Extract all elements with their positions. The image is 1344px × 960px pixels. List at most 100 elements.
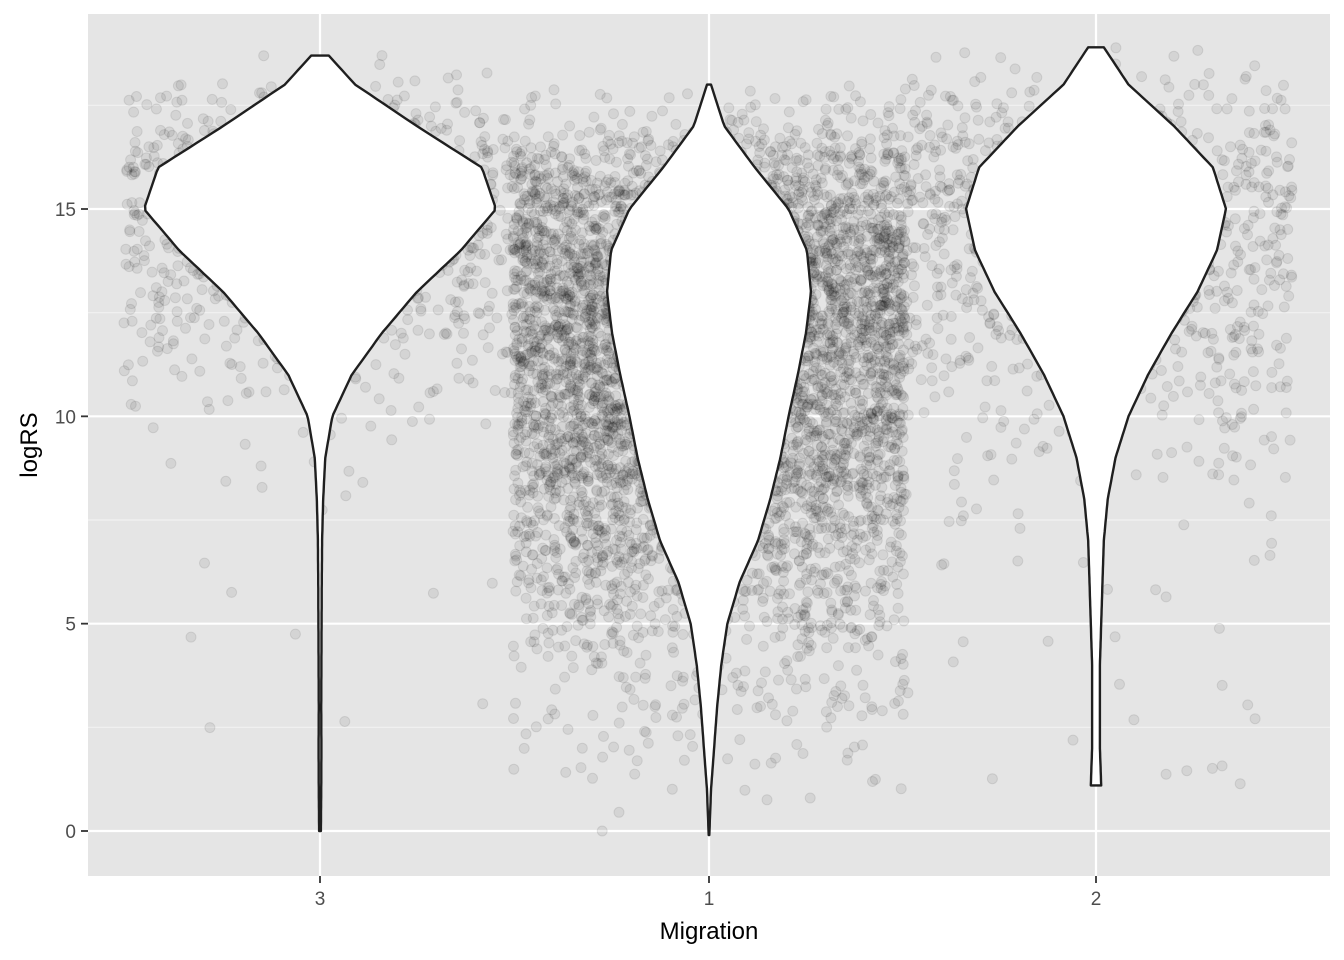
data-point: [124, 303, 136, 315]
data-point: [797, 172, 809, 184]
data-point: [547, 433, 559, 445]
data-point: [177, 130, 189, 142]
data-point: [220, 475, 232, 487]
data-point: [489, 385, 501, 396]
data-point: [513, 333, 525, 345]
data-point: [509, 369, 521, 381]
data-point: [850, 604, 862, 616]
data-point: [502, 135, 514, 147]
data-point: [594, 124, 606, 136]
data-point: [504, 244, 516, 256]
data-point: [869, 266, 881, 278]
data-point: [838, 407, 850, 419]
data-point: [386, 434, 398, 446]
data-point: [176, 370, 188, 382]
data-point: [791, 166, 803, 178]
data-point: [881, 129, 893, 141]
data-point: [406, 416, 418, 427]
data-point: [412, 324, 424, 336]
data-point: [630, 671, 642, 683]
data-point: [639, 150, 651, 162]
data-point: [146, 266, 158, 278]
data-point: [831, 486, 843, 498]
data-point: [158, 267, 170, 279]
data-point: [609, 177, 621, 188]
data-point: [435, 122, 447, 134]
data-point: [569, 476, 581, 488]
data-point: [861, 446, 873, 458]
data-point: [838, 372, 850, 384]
data-point: [645, 610, 657, 622]
data-point: [477, 227, 489, 239]
data-point: [542, 713, 554, 725]
data-point: [865, 152, 877, 164]
data-point: [808, 491, 820, 503]
data-point: [482, 305, 494, 317]
data-point: [256, 87, 268, 99]
data-point: [229, 332, 241, 344]
data-point: [859, 692, 871, 704]
data-point: [731, 704, 743, 715]
data-point: [504, 169, 516, 181]
data-point: [486, 287, 498, 299]
data-point: [524, 114, 536, 126]
data-point: [412, 114, 424, 126]
data-point: [151, 139, 163, 151]
data-point: [782, 560, 793, 572]
data-point: [564, 216, 575, 227]
data-point: [397, 332, 409, 344]
data-point: [496, 254, 507, 266]
data-point: [485, 222, 497, 234]
data-point: [541, 276, 553, 288]
data-point: [854, 482, 866, 494]
data-point: [191, 302, 203, 314]
data-point: [129, 166, 141, 178]
data-point: [589, 320, 601, 331]
data-point: [590, 184, 602, 195]
data-point: [856, 168, 868, 180]
data-point: [520, 435, 532, 447]
data-point: [564, 120, 576, 132]
data-point: [510, 697, 521, 709]
data-point: [671, 711, 682, 723]
data-point: [154, 313, 166, 325]
data-point: [538, 324, 550, 336]
data-point: [128, 245, 140, 257]
data-point: [895, 529, 907, 541]
data-point: [769, 564, 781, 576]
data-point: [360, 381, 371, 393]
data-point: [343, 465, 355, 477]
data-point: [848, 741, 860, 753]
data-point: [539, 191, 551, 203]
data-point: [136, 327, 148, 339]
data-point: [640, 569, 652, 581]
data-point: [861, 479, 873, 491]
data-point: [823, 351, 835, 363]
data-point: [256, 481, 268, 493]
data-point: [412, 292, 424, 304]
data-point: [770, 752, 782, 764]
data-point: [548, 347, 559, 359]
data-point: [853, 235, 865, 247]
data-point: [487, 169, 499, 181]
data-point: [220, 340, 232, 352]
data-point: [540, 322, 552, 334]
data-point: [231, 324, 243, 336]
data-point: [867, 520, 879, 531]
data-point: [594, 88, 606, 100]
data-point: [479, 248, 491, 260]
data-point: [393, 372, 405, 384]
data-point: [502, 212, 514, 224]
data-point: [587, 772, 598, 784]
data-point: [491, 243, 502, 255]
data-point: [258, 50, 270, 62]
data-point: [759, 666, 771, 678]
data-point: [509, 329, 521, 341]
data-point: [791, 739, 803, 750]
data-point: [868, 600, 879, 612]
data-point: [585, 270, 597, 282]
data-point: [196, 284, 208, 296]
data-point: [161, 238, 173, 250]
data-point: [883, 193, 895, 205]
data-point: [482, 151, 494, 163]
